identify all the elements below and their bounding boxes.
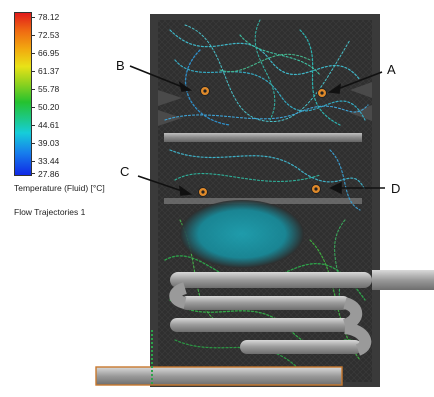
probe-point-c [198, 187, 208, 197]
legend-tick-label: 50.20 [38, 102, 60, 112]
legend-tick-label: 33.44 [38, 156, 60, 166]
outlet-pipe [372, 270, 434, 290]
legend-tick-label: 78.12 [38, 12, 60, 22]
probe-point-b [200, 86, 210, 96]
temperature-legend: 78.12 72.53 66.95 61.37 55.78 50.20 44.6… [0, 0, 150, 230]
side-vane [158, 90, 182, 106]
probe-point-d [311, 184, 321, 194]
inlet-pipe [95, 366, 343, 386]
colorbar-tick [31, 173, 35, 174]
flow-trajectories [164, 19, 369, 371]
leader-arrows [129, 65, 385, 196]
baffle-plate [164, 133, 362, 142]
legend-tick-label: 61.37 [38, 66, 60, 76]
colorbar-tick [31, 17, 35, 18]
colorbar [14, 12, 32, 176]
legend-tick-label: 39.03 [38, 138, 60, 148]
legend-subtitle: Flow Trajectories 1 [14, 207, 86, 217]
colorbar-tick [31, 89, 35, 90]
point-label-c: C [120, 164, 130, 179]
legend-tick-label: 72.53 [38, 30, 60, 40]
legend-tick-label: 55.78 [38, 84, 60, 94]
legend-tick-label: 44.61 [38, 120, 60, 130]
colorbar-tick [31, 143, 35, 144]
colorbar-tick [31, 107, 35, 108]
colorbar-tick [31, 35, 35, 36]
colorbar-tick [31, 161, 35, 162]
side-vane [350, 82, 372, 98]
legend-title: Temperature (Fluid) [°C] [14, 183, 105, 193]
point-label-d: D [391, 181, 401, 196]
baffle-plate [164, 198, 362, 204]
vortex-region [180, 200, 304, 268]
legend-tick-label: 27.86 [38, 169, 60, 179]
legend-tick-label: 66.95 [38, 48, 60, 58]
colorbar-tick [31, 71, 35, 72]
heat-exchanger-coil [169, 272, 372, 356]
point-label-a: A [387, 62, 396, 77]
colorbar-tick [31, 125, 35, 126]
point-label-b: B [116, 58, 125, 73]
probe-point-a [317, 88, 327, 98]
colorbar-tick [31, 53, 35, 54]
